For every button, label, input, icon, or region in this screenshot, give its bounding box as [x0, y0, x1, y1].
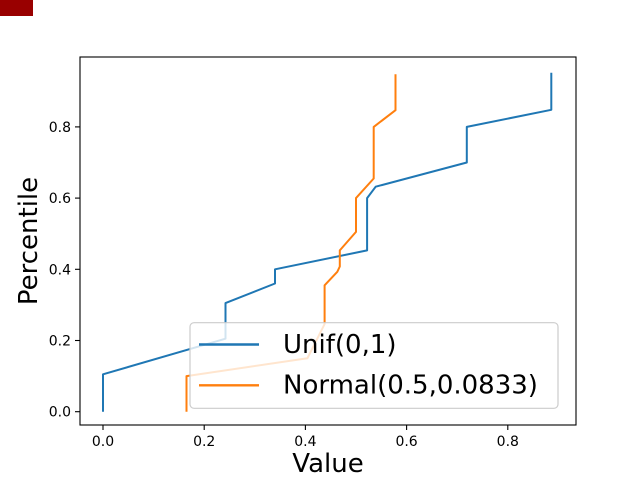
record-indicator: [0, 0, 33, 16]
y-tick-label: 0.0: [49, 405, 71, 421]
legend-frame: [189, 322, 559, 409]
legend: Unif(0,1) Normal(0.5,0.0833): [189, 322, 559, 409]
x-tick-label: 0.6: [395, 434, 417, 450]
y-tick-label: 0.8: [49, 120, 71, 136]
x-tick-label: 0.4: [294, 434, 316, 450]
x-tick-label: 0.2: [193, 434, 215, 450]
tick-layer: 0.0 0.2 0.4 0.6 0.8 0.0 0.2 0.4 0.6 0.8: [49, 120, 519, 450]
y-tick-label: 0.2: [49, 334, 71, 350]
x-tick-label: 0.0: [92, 434, 114, 450]
x-tick-label: 0.8: [497, 434, 519, 450]
legend-label-normal: Normal(0.5,0.0833): [283, 371, 538, 401]
y-axis-label: Percentile: [14, 177, 44, 305]
plot-border: [79, 56, 577, 426]
x-axis-label: Value: [292, 449, 363, 479]
legend-label-unif: Unif(0,1): [283, 330, 397, 360]
y-tick-label: 0.4: [49, 262, 71, 278]
y-tick-label: 0.6: [49, 191, 71, 207]
